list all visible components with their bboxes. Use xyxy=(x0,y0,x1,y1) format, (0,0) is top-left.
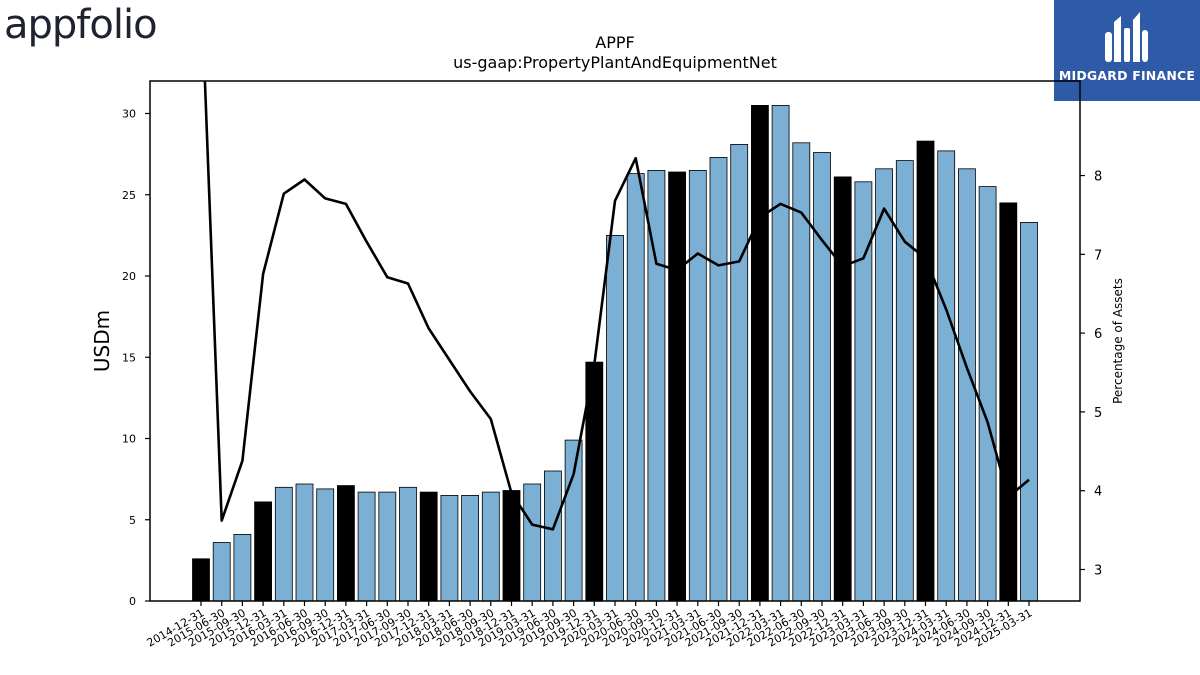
y-tick-label: 10 xyxy=(122,433,136,446)
bar-2022-09-30 xyxy=(813,152,831,602)
midgard-finance-badge: MIDGARD FINANCE xyxy=(1054,0,1200,101)
bar-2018-03-31 xyxy=(440,494,459,602)
bar-2015-06-30 xyxy=(212,542,231,602)
bar-2017-03-31 xyxy=(357,491,376,602)
bar-2019-06-30 xyxy=(544,470,562,602)
bar-2023-06-30 xyxy=(875,168,893,602)
bar-2014-12-31 xyxy=(192,558,210,602)
y-axis-label: USDm xyxy=(90,310,114,372)
y-tick-label: 25 xyxy=(122,189,136,202)
midgard-logo-icon xyxy=(1105,12,1148,62)
y2-tick-label: 8 xyxy=(1094,170,1102,185)
badge-text: MIDGARD FINANCE xyxy=(1058,68,1196,83)
bar-2018-12-31 xyxy=(502,490,521,602)
y2-axis-label: Percentage of Assets xyxy=(1111,278,1125,404)
bar-2022-03-31 xyxy=(771,105,790,602)
bar-2015-09-30 xyxy=(233,534,252,602)
bar-2024-09-30 xyxy=(978,186,997,602)
y2-tick-label: 6 xyxy=(1094,327,1102,342)
y-tick-label: 15 xyxy=(122,351,136,364)
y-tick-label: 20 xyxy=(122,270,136,283)
bar-2017-09-30 xyxy=(399,486,417,602)
bar-2025-03-31 xyxy=(1020,221,1038,602)
bar-2020-03-31 xyxy=(606,234,624,602)
bar-2018-06-30 xyxy=(461,494,480,602)
bar-2016-12-31 xyxy=(336,485,355,602)
bar-2018-09-30 xyxy=(481,491,500,602)
bar-2023-09-30 xyxy=(895,160,914,602)
bar-2017-06-30 xyxy=(378,491,397,602)
appfolio-logo: appfolio xyxy=(4,2,158,48)
line-series xyxy=(203,81,1030,531)
y-tick-label: 5 xyxy=(129,514,136,527)
chart-title: APPF xyxy=(595,33,634,52)
bar-2023-12-31 xyxy=(916,140,935,602)
y2-tick-label: 5 xyxy=(1094,406,1102,421)
bar-2021-03-31 xyxy=(688,169,707,602)
y2-tick-label: 3 xyxy=(1094,563,1102,578)
bar-2021-06-30 xyxy=(709,156,728,602)
bar-2019-09-30 xyxy=(564,439,583,602)
bar-2021-12-31 xyxy=(751,105,769,602)
bar-2021-09-30 xyxy=(730,143,749,602)
y-tick-label: 0 xyxy=(129,595,136,608)
bar-2024-12-31 xyxy=(999,202,1018,602)
bar-2016-06-30 xyxy=(295,483,314,602)
bar-2017-12-31 xyxy=(419,491,438,602)
y2-tick-label: 4 xyxy=(1094,485,1102,500)
bar-2020-06-30 xyxy=(626,173,645,602)
bar-2016-09-30 xyxy=(316,488,335,602)
y2-tick-label: 7 xyxy=(1094,248,1102,263)
bar-2019-03-31 xyxy=(523,483,542,602)
y-tick-label: 30 xyxy=(122,108,136,121)
bar-2020-12-31 xyxy=(668,171,686,602)
line-percentage-of-assets xyxy=(203,81,1030,531)
chart-subtitle: us-gaap:PropertyPlantAndEquipmentNet xyxy=(453,53,777,72)
axes: 0510152025303456782014-12-312015-06-3020… xyxy=(122,108,1102,650)
bar-2024-03-31 xyxy=(937,150,956,602)
bar-series xyxy=(192,105,1038,602)
bar-2016-03-31 xyxy=(274,486,293,602)
bar-2022-12-31 xyxy=(833,176,852,602)
bar-2015-12-31 xyxy=(254,501,273,602)
